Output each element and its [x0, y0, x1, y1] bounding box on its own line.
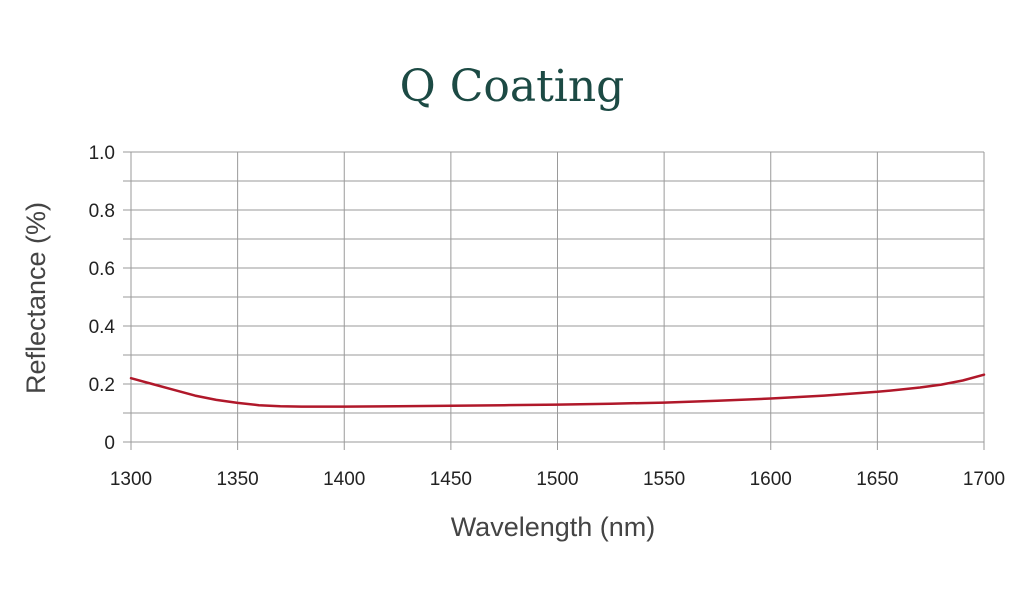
- x-tick-labels: 1300 1350 1400 1450 1500 1550 1600 1650 1700: [110, 469, 1005, 490]
- y-tick-label: 0: [104, 433, 115, 454]
- y-tick-label: 1.0: [89, 143, 115, 164]
- y-tick-labels: 0 0.2 0.4 0.6 0.8 1.0: [89, 143, 116, 454]
- y-tick-label: 0.2: [89, 375, 115, 396]
- x-tick-label: 1450: [430, 469, 472, 490]
- y-tick-label: 0.8: [89, 201, 115, 222]
- series-line: [129, 373, 986, 408]
- x-tick-label: 1300: [110, 469, 152, 490]
- y-tick-label: 0.4: [89, 317, 116, 338]
- x-tick-label: 1600: [750, 469, 792, 490]
- chart-title: Q Coating: [400, 61, 625, 112]
- x-axis-label: Wavelength (nm): [451, 512, 656, 542]
- y-axis-label: Reflectance (%): [21, 202, 51, 394]
- series-lines: [129, 373, 986, 408]
- x-tick-label: 1500: [536, 469, 578, 490]
- x-tick-label: 1550: [643, 469, 685, 490]
- x-tick-label: 1350: [216, 469, 258, 490]
- grid: [123, 151, 985, 450]
- x-tick-label: 1400: [323, 469, 365, 490]
- y-tick-label: 0.6: [89, 259, 115, 280]
- x-tick-label: 1700: [963, 469, 1005, 490]
- x-tick-label: 1650: [856, 469, 898, 490]
